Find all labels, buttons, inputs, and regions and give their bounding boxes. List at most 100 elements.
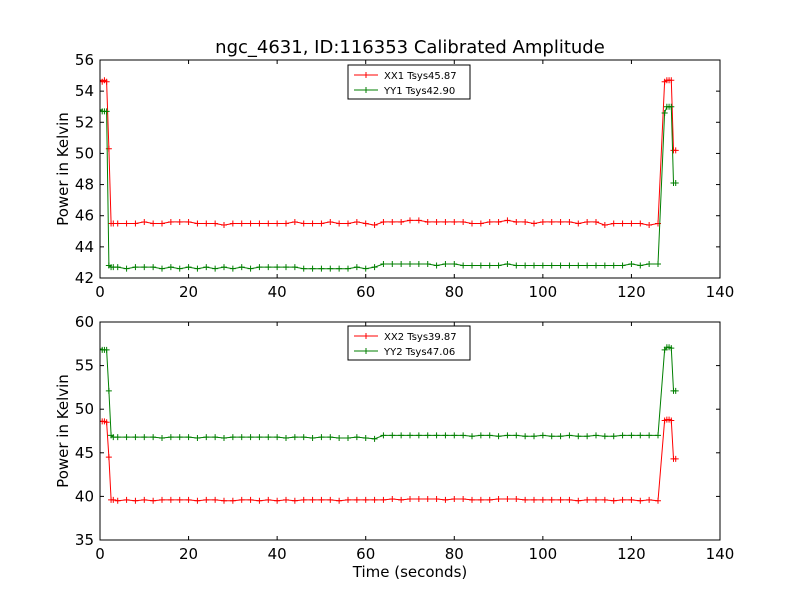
data-point bbox=[433, 496, 440, 503]
data-point bbox=[353, 496, 360, 503]
data-point bbox=[451, 260, 458, 267]
y-tick-label: 50 bbox=[75, 400, 94, 418]
data-point bbox=[309, 220, 316, 227]
data-point bbox=[601, 222, 608, 229]
data-point bbox=[256, 264, 263, 271]
data-point bbox=[433, 432, 440, 439]
data-point bbox=[548, 218, 555, 225]
data-point bbox=[353, 434, 360, 441]
data-point bbox=[283, 496, 289, 503]
data-point bbox=[504, 217, 511, 224]
data-point bbox=[309, 265, 316, 272]
x-tick-label: 40 bbox=[268, 545, 287, 563]
data-point bbox=[619, 432, 626, 439]
data-point bbox=[336, 497, 343, 504]
data-point bbox=[167, 496, 174, 503]
data-point bbox=[336, 265, 343, 272]
data-point bbox=[486, 496, 493, 503]
data-point bbox=[531, 433, 537, 440]
data-point bbox=[610, 497, 617, 504]
data-point bbox=[336, 220, 343, 227]
data-point bbox=[123, 220, 130, 227]
data-point bbox=[539, 432, 546, 439]
data-point bbox=[477, 432, 484, 439]
legend-label: YY2 Tsys47.06 bbox=[383, 347, 455, 358]
data-point bbox=[203, 220, 210, 227]
series-markers-2 bbox=[100, 103, 679, 272]
data-point bbox=[668, 77, 675, 84]
data-point bbox=[309, 434, 316, 441]
data-point bbox=[194, 265, 201, 272]
data-point bbox=[110, 496, 117, 503]
data-point bbox=[469, 496, 475, 503]
x-tick-label: 100 bbox=[529, 283, 558, 301]
top-panel: 0 20 40 60 80 100 120 140 42 44 46 48 50 52 54 56 Power … bbox=[54, 51, 734, 301]
data-point bbox=[628, 220, 635, 227]
data-point bbox=[176, 265, 183, 272]
data-point bbox=[593, 218, 599, 225]
data-point bbox=[539, 262, 546, 269]
data-point bbox=[380, 218, 387, 225]
data-point bbox=[300, 434, 307, 441]
data-point bbox=[318, 434, 325, 441]
data-point bbox=[668, 417, 675, 424]
data-point bbox=[451, 496, 458, 503]
data-point bbox=[566, 218, 573, 225]
data-point bbox=[424, 496, 431, 503]
data-point bbox=[460, 262, 467, 269]
data-point bbox=[646, 432, 653, 439]
data-point bbox=[141, 218, 148, 225]
data-point bbox=[655, 260, 661, 267]
data-point bbox=[513, 262, 520, 269]
data-point bbox=[557, 496, 564, 503]
data-point bbox=[123, 265, 130, 272]
x-tick-label: 120 bbox=[617, 283, 646, 301]
data-point bbox=[274, 497, 281, 504]
data-point bbox=[513, 496, 520, 503]
data-point bbox=[661, 109, 668, 116]
x-tick-label: 100 bbox=[529, 545, 558, 563]
series-group bbox=[100, 344, 679, 504]
data-point bbox=[105, 387, 112, 394]
data-point bbox=[398, 218, 405, 225]
data-point bbox=[672, 387, 679, 394]
series-markers-2 bbox=[100, 344, 679, 442]
data-point bbox=[460, 432, 467, 439]
data-point bbox=[593, 262, 599, 269]
data-point bbox=[291, 264, 298, 271]
data-point bbox=[628, 496, 635, 503]
data-point bbox=[610, 433, 617, 440]
data-point bbox=[504, 496, 511, 503]
plot-frame bbox=[99, 59, 721, 279]
series-group bbox=[100, 77, 679, 272]
data-point bbox=[309, 496, 316, 503]
y-tick-label: 42 bbox=[75, 269, 94, 287]
x-tick-label: 20 bbox=[179, 283, 198, 301]
data-point bbox=[194, 497, 201, 504]
data-point bbox=[451, 218, 458, 225]
data-point bbox=[371, 435, 378, 442]
data-point bbox=[103, 108, 110, 115]
data-point bbox=[575, 220, 582, 227]
data-point bbox=[256, 220, 263, 227]
data-point bbox=[150, 497, 157, 504]
data-point bbox=[274, 220, 281, 227]
data-point bbox=[486, 218, 493, 225]
data-point bbox=[194, 220, 201, 227]
data-point bbox=[345, 265, 351, 272]
data-point bbox=[291, 218, 298, 225]
y-tick-label: 54 bbox=[75, 82, 94, 100]
data-point bbox=[424, 260, 431, 267]
data-point bbox=[229, 434, 236, 441]
chart-title: ngc_4631, ID:116353 Calibrated Amplitude bbox=[215, 37, 605, 58]
data-point bbox=[637, 497, 644, 504]
data-point bbox=[469, 220, 475, 227]
data-point bbox=[548, 496, 555, 503]
data-point bbox=[389, 432, 396, 439]
data-point bbox=[398, 260, 405, 267]
y-tick-label: 56 bbox=[75, 51, 94, 69]
data-point bbox=[150, 264, 157, 271]
data-point bbox=[194, 434, 201, 441]
legend-label: XX2 Tsys39.87 bbox=[384, 332, 457, 343]
data-point bbox=[114, 497, 121, 504]
